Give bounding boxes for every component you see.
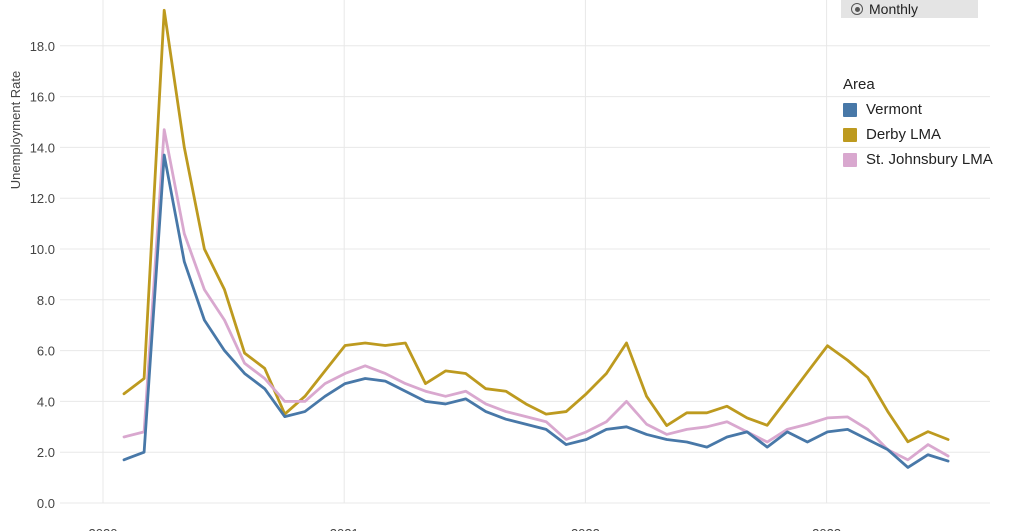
svg-text:2021: 2021 — [330, 526, 359, 531]
svg-text:6.0: 6.0 — [37, 344, 55, 359]
svg-text:0.0: 0.0 — [37, 496, 55, 511]
svg-text:10.0: 10.0 — [30, 242, 55, 257]
svg-text:4.0: 4.0 — [37, 394, 55, 409]
svg-text:18.0: 18.0 — [30, 39, 55, 54]
svg-text:2022: 2022 — [571, 526, 600, 531]
svg-text:2.0: 2.0 — [37, 445, 55, 460]
svg-text:20.0: 20.0 — [30, 0, 55, 3]
svg-text:2023: 2023 — [812, 526, 841, 531]
svg-text:14.0: 14.0 — [30, 140, 55, 155]
svg-text:12.0: 12.0 — [30, 191, 55, 206]
svg-text:8.0: 8.0 — [37, 293, 55, 308]
svg-text:16.0: 16.0 — [30, 90, 55, 105]
svg-text:2020: 2020 — [89, 526, 118, 531]
